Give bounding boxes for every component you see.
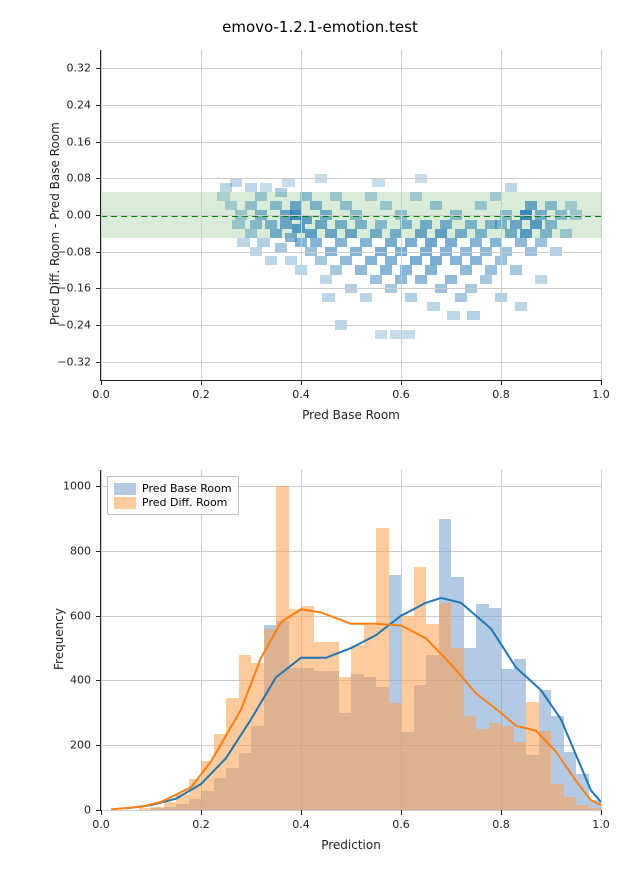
legend: Pred Base Room Pred Diff. Room <box>107 476 239 515</box>
legend-item-base: Pred Base Room <box>114 482 232 495</box>
legend-item-diff: Pred Diff. Room <box>114 496 232 509</box>
top-plot-area: 0.00.20.40.60.81.0 −0.32−0.24−0.16−0.080… <box>100 50 601 381</box>
figure: emovo-1.2.1-emotion.test 0.00.20.40.60.8… <box>0 0 640 880</box>
bottom-ylabel: Frequency <box>52 608 66 670</box>
bottom-histogram-panel: 0.00.20.40.60.81.0 02004006008001000 Pre… <box>100 470 600 810</box>
top-xlabel: Pred Base Room <box>101 408 601 422</box>
bottom-xlabel: Prediction <box>101 838 601 852</box>
legend-label-base: Pred Base Room <box>142 482 232 495</box>
legend-swatch-base <box>114 483 136 495</box>
legend-label-diff: Pred Diff. Room <box>142 496 227 509</box>
top-scatter-panel: 0.00.20.40.60.81.0 −0.32−0.24−0.16−0.080… <box>100 50 600 380</box>
legend-swatch-diff <box>114 497 136 509</box>
top-ylabel: Pred Diff. Room - Pred Base Room <box>48 122 62 325</box>
bottom-plot-area: 0.00.20.40.60.81.0 02004006008001000 Pre… <box>100 470 601 811</box>
figure-title: emovo-1.2.1-emotion.test <box>0 18 640 36</box>
